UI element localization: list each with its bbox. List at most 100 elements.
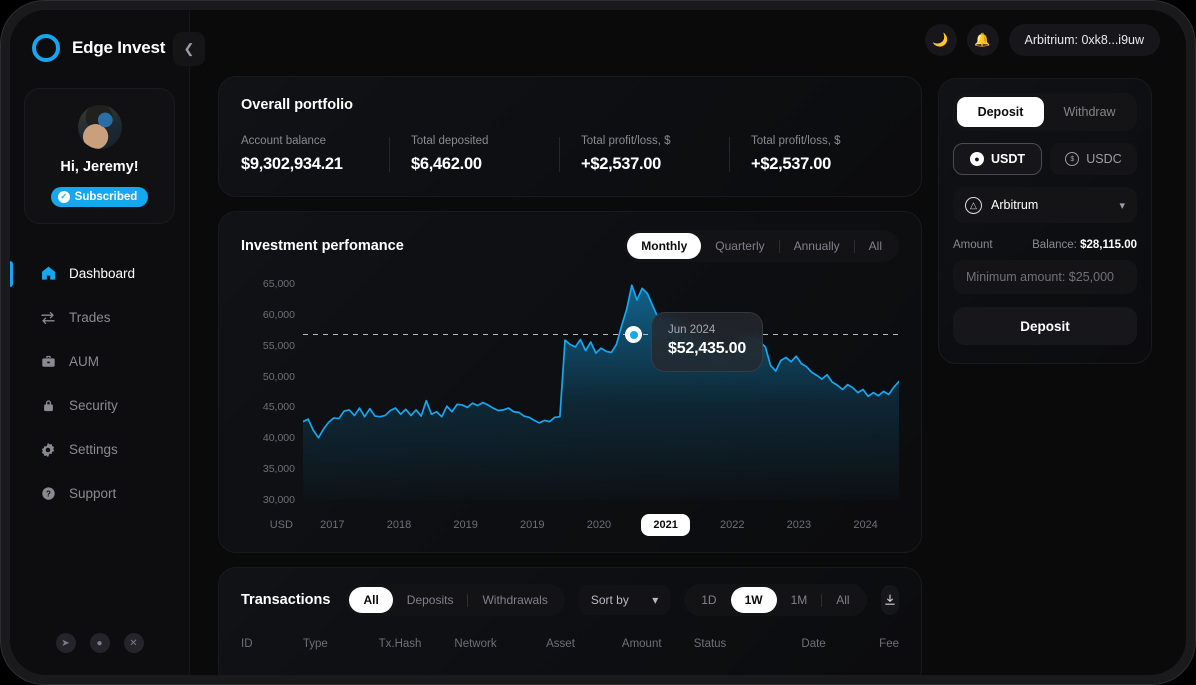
column-fee: Fee (879, 638, 899, 650)
x-tick-2022[interactable]: 2022 (720, 519, 745, 531)
stat-account-balance: Account balance $9,302,934.21 (241, 135, 389, 174)
asset-label: USDT (990, 152, 1026, 166)
sidebar-item-security[interactable]: Security (10, 384, 189, 428)
asset-label: USDC (1086, 152, 1122, 166)
app-screen: Edge Invest ❮ Hi, Jeremy! ✓ Subscribed D… (10, 10, 1186, 675)
tab-deposit[interactable]: Deposit (957, 97, 1044, 127)
sidebar-item-aum[interactable]: AUM (10, 340, 189, 384)
x-tick-2019[interactable]: 2019 (453, 519, 478, 531)
sort-by-select[interactable]: Sort by ▾ (578, 585, 671, 615)
moon-icon[interactable]: 🌙 (924, 24, 957, 56)
column-status: Status (693, 638, 727, 650)
column-amount: Amount (621, 638, 662, 650)
x-twitter-icon[interactable]: ✕ (123, 633, 144, 653)
right-column: Deposit Withdraw ● USDT $ USDC △ Arbitru (938, 76, 1152, 675)
social-links: ➤ ● ✕ (10, 633, 189, 653)
column-txhash: Tx.Hash (378, 638, 422, 650)
download-icon[interactable] (880, 585, 899, 615)
x-tick-2020[interactable]: 2020 (586, 519, 612, 531)
column-asset: Asset (546, 638, 575, 650)
period-1w[interactable]: 1W (730, 587, 777, 613)
topbar: 🌙 🔔 Arbitrium: 0xk8...i9uw (190, 10, 1186, 70)
transactions-table-header: ID Type Tx.Hash Network Asset Amount Sta… (241, 638, 899, 650)
network-select[interactable]: △ Arbitrum ▾ (953, 187, 1137, 223)
status-badge: ✓ Subscribed (50, 186, 149, 207)
network-label: Arbitrum (991, 198, 1039, 212)
y-tick: 55,000 (262, 339, 295, 352)
balance-display: Balance: $28,115.00 (1032, 239, 1137, 251)
y-tick: 30,000 (262, 493, 295, 506)
x-tick-2021[interactable]: 2021 (641, 514, 690, 536)
period-1m[interactable]: 1M (790, 593, 808, 607)
profile-card: Hi, Jeremy! ✓ Subscribed (24, 88, 175, 224)
bell-icon[interactable]: 🔔 (966, 24, 999, 56)
chart-range-tabs: Monthly Quarterly Annually All (624, 230, 899, 262)
tab-quarterly[interactable]: Quarterly (715, 239, 765, 253)
x-tick-list: 2017 2018 2019 2019 2020 2021 2022 2023 … (299, 514, 899, 536)
profile-greeting: Hi, Jeremy! (60, 159, 139, 175)
x-tick-2023[interactable]: 2023 (786, 519, 812, 531)
sidebar-item-settings[interactable]: Settings (10, 428, 189, 472)
transactions-toolbar: Transactions All Deposits Withdrawals So… (241, 584, 899, 616)
chart-highlight-point[interactable] (625, 326, 642, 343)
usdc-icon: $ (1065, 152, 1080, 166)
y-tick: 65,000 (262, 278, 295, 290)
main-content: Overall portfolio Account balance $9,302… (190, 70, 1186, 675)
sidebar-item-label: AUM (69, 354, 99, 369)
stat-label: Account balance (241, 135, 327, 147)
stat-profit-loss-1: Total profit/loss, $ +$2,537.00 (559, 135, 729, 174)
period-1d[interactable]: 1D (701, 593, 717, 607)
sidebar-item-label: Trades (69, 310, 111, 325)
brand-name: Edge Invest (72, 38, 166, 57)
x-tick-2018[interactable]: 2018 (386, 519, 412, 531)
tab-withdraw[interactable]: Withdraw (1063, 105, 1116, 119)
tab-all[interactable]: All (868, 239, 882, 253)
column-network: Network (454, 638, 497, 650)
stat-label: Total deposited (411, 135, 489, 147)
sidebar-collapse-button[interactable]: ❮ (173, 32, 205, 66)
chart-x-axis: USD 2017 2018 2019 2019 2020 2021 2022 2… (241, 514, 899, 536)
discord-icon[interactable]: ● (89, 633, 110, 653)
filter-withdrawals[interactable]: Withdrawals (482, 593, 548, 607)
status-badge-label: Subscribed (74, 190, 138, 203)
asset-option-usdc[interactable]: $ USDC (1050, 143, 1137, 175)
x-tick-2024[interactable]: 2024 (853, 519, 878, 531)
svg-text:?: ? (46, 490, 51, 499)
y-tick: 60,000 (262, 308, 295, 321)
sidebar-item-label: Support (69, 486, 117, 501)
area-chart (303, 284, 899, 500)
tab-monthly[interactable]: Monthly (627, 233, 702, 259)
sidebar-item-label: Security (69, 398, 118, 413)
filter-all[interactable]: All (349, 587, 393, 613)
page-title: Overall portfolio (241, 97, 353, 113)
deposit-submit-button[interactable]: Deposit (953, 307, 1137, 345)
filter-deposits[interactable]: Deposits (406, 593, 454, 607)
chevron-down-icon: ▾ (1119, 199, 1125, 212)
transactions-card: Transactions All Deposits Withdrawals So… (218, 567, 922, 675)
usdt-icon: ● (969, 152, 984, 166)
sidebar-item-dashboard[interactable]: Dashboard (10, 252, 189, 296)
tab-annually[interactable]: Annually (793, 239, 840, 253)
x-tick-2017[interactable]: 2017 (320, 519, 345, 531)
chart-tooltip: Jun 2024 $52,435.00 (651, 312, 764, 372)
sidebar-item-trades[interactable]: Trades (10, 296, 189, 340)
period-all[interactable]: All (836, 593, 850, 607)
filter-divider (467, 593, 469, 607)
asset-option-usdt[interactable]: ● USDT (953, 143, 1042, 175)
avatar (77, 105, 122, 149)
amount-input[interactable]: Minimum amount: $25,000 (953, 260, 1137, 294)
sidebar-item-support[interactable]: ? Support (10, 472, 189, 516)
left-column: Overall portfolio Account balance $9,302… (218, 76, 922, 675)
stat-profit-loss-2: Total profit/loss, $ +$2,537.00 (729, 135, 899, 174)
lock-icon (40, 398, 56, 414)
sidebar-nav: Dashboard Trades AUM (10, 252, 189, 516)
telegram-icon[interactable]: ➤ (55, 633, 76, 653)
period-divider (821, 593, 823, 607)
investment-performance-card: Investment perfomance Monthly Quarterly … (218, 211, 922, 553)
x-tick-2019b[interactable]: 2019 (520, 519, 545, 531)
wallet-address-chip[interactable]: Arbitrium: 0xk8...i9uw (1008, 24, 1160, 56)
chart-canvas[interactable]: Jun 2024 $52,435.00 (303, 284, 899, 500)
portfolio-stats: Account balance $9,302,934.21 Total depo… (241, 135, 899, 174)
currency-label: USD (269, 519, 293, 531)
